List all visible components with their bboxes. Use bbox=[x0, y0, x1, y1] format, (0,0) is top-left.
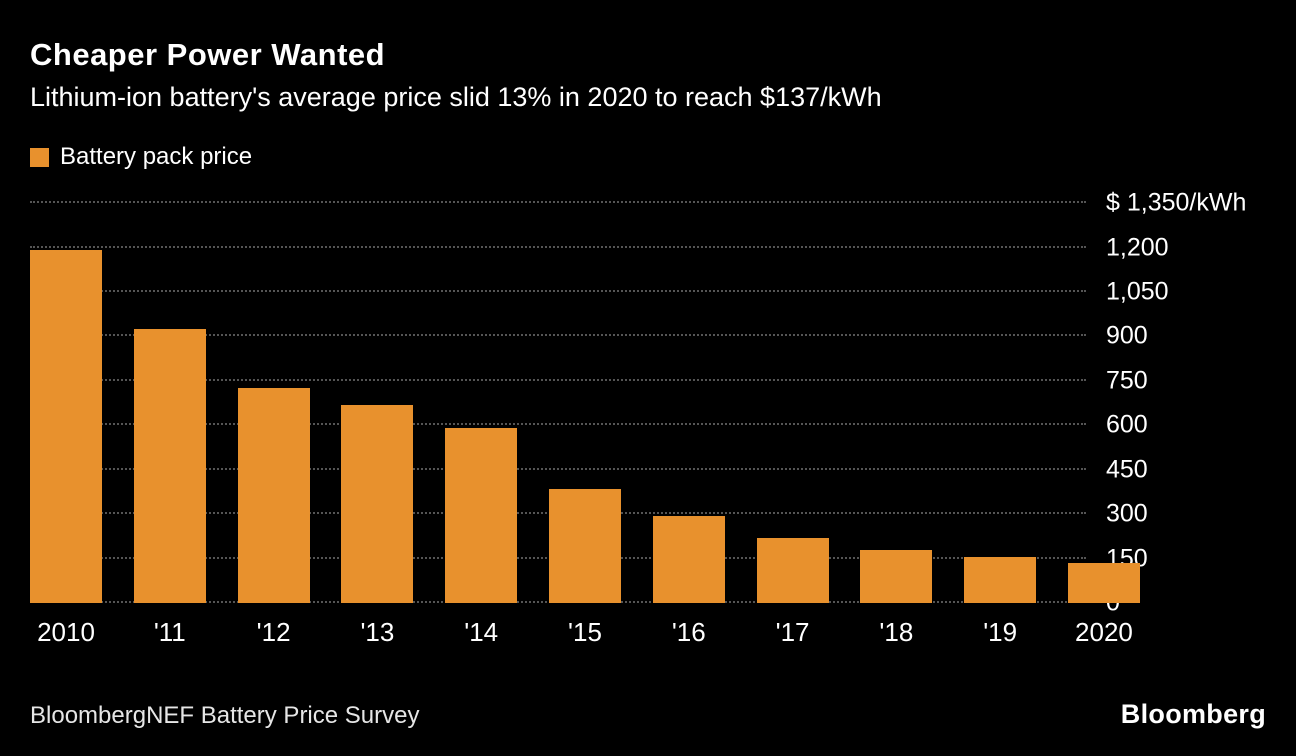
bar-2010 bbox=[30, 250, 102, 604]
source-attribution: BloombergNEF Battery Price Survey bbox=[30, 702, 420, 729]
x-axis-tick-label: '15 bbox=[568, 617, 602, 648]
footer: BloombergNEF Battery Price Survey Bloomb… bbox=[30, 699, 1266, 730]
gridline bbox=[30, 201, 1086, 204]
bar-14 bbox=[445, 427, 518, 604]
gridline bbox=[30, 290, 1086, 293]
gridline bbox=[30, 378, 1086, 381]
bar-18 bbox=[860, 549, 933, 604]
y-axis-tick-label: 600 bbox=[1106, 410, 1148, 439]
x-axis-tick-label: '19 bbox=[983, 617, 1018, 648]
y-axis-tick-label: 450 bbox=[1106, 455, 1148, 484]
y-axis-tick-label: 750 bbox=[1106, 366, 1148, 395]
bars bbox=[30, 203, 1140, 604]
bar-17 bbox=[756, 537, 829, 604]
y-axis-tick-label: 900 bbox=[1106, 321, 1148, 350]
x-axis-tick-label: 2010 bbox=[37, 617, 95, 648]
legend-swatch-icon bbox=[30, 147, 49, 167]
gridline bbox=[30, 334, 1086, 337]
y-axis-tick-label: $ 1,350/kWh bbox=[1106, 188, 1247, 217]
legend-label: Battery pack price bbox=[60, 143, 253, 171]
legend: Battery pack price bbox=[30, 143, 1266, 171]
y-axis-tick-label: 300 bbox=[1106, 499, 1148, 528]
chart-title: Cheaper Power Wanted bbox=[30, 37, 386, 72]
x-axis-tick-label: '18 bbox=[879, 617, 914, 648]
x-axis-tick-label: 2020 bbox=[1075, 617, 1133, 648]
x-axis-tick-label: '12 bbox=[256, 617, 291, 648]
bar-16 bbox=[652, 515, 725, 604]
gridline bbox=[30, 245, 1086, 248]
y-axis-tick-label: 1,200 bbox=[1106, 233, 1169, 262]
bar-11 bbox=[133, 329, 206, 604]
bar-15 bbox=[548, 489, 621, 604]
bar-13 bbox=[341, 405, 414, 604]
x-axis-tick-label: '13 bbox=[360, 617, 395, 648]
x-axis-tick-label: '16 bbox=[671, 617, 706, 648]
bar-12 bbox=[237, 388, 310, 604]
gridline bbox=[30, 423, 1086, 426]
bar-2020 bbox=[1067, 562, 1140, 604]
x-axis-tick-label: '17 bbox=[775, 617, 810, 648]
x-axis-tick-label: '11 bbox=[153, 617, 186, 648]
bloomberg-logo: Bloomberg bbox=[1120, 699, 1266, 729]
y-axis-tick-label: 1,050 bbox=[1106, 277, 1169, 306]
x-axis-labels: 2010 '11 '12 '13 '14 '15 '16 '17 '18 '19 2020 bbox=[30, 617, 1140, 648]
bar-19 bbox=[964, 556, 1037, 604]
gridline bbox=[30, 467, 1086, 470]
chart-subtitle: Lithium-ion battery's average price slid… bbox=[30, 82, 882, 113]
x-axis-tick-label: '14 bbox=[464, 617, 499, 648]
